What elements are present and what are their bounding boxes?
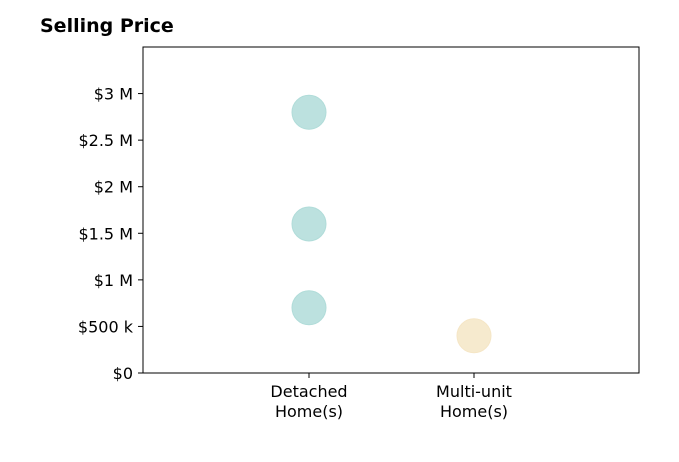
y-tick-label: $500 k [78,317,134,336]
data-point [291,290,327,326]
x-axis: Detached Home(s) Multi-unit Home(s) [270,373,512,421]
y-tick-label: $1.5 M [78,224,133,243]
y-tick-label: $3 M [94,85,133,104]
y-tick-label: $0 [113,364,133,383]
chart-title: Selling Price [40,15,174,37]
data-point [291,94,327,130]
y-tick-label: $2 M [94,178,133,197]
y-tick-label: $1 M [94,271,133,290]
y-axis: $0 $500 k $1 M $1.5 M $2 M $2.5 M $3 M [78,85,143,383]
data-point [456,318,492,354]
data-point [291,206,327,242]
data-points [291,94,492,354]
plot-frame [142,46,640,374]
y-tick-label: $2.5 M [78,131,133,150]
x-tick-label: Detached Home(s) [270,382,347,421]
x-tick-label: Multi-unit Home(s) [436,382,512,421]
